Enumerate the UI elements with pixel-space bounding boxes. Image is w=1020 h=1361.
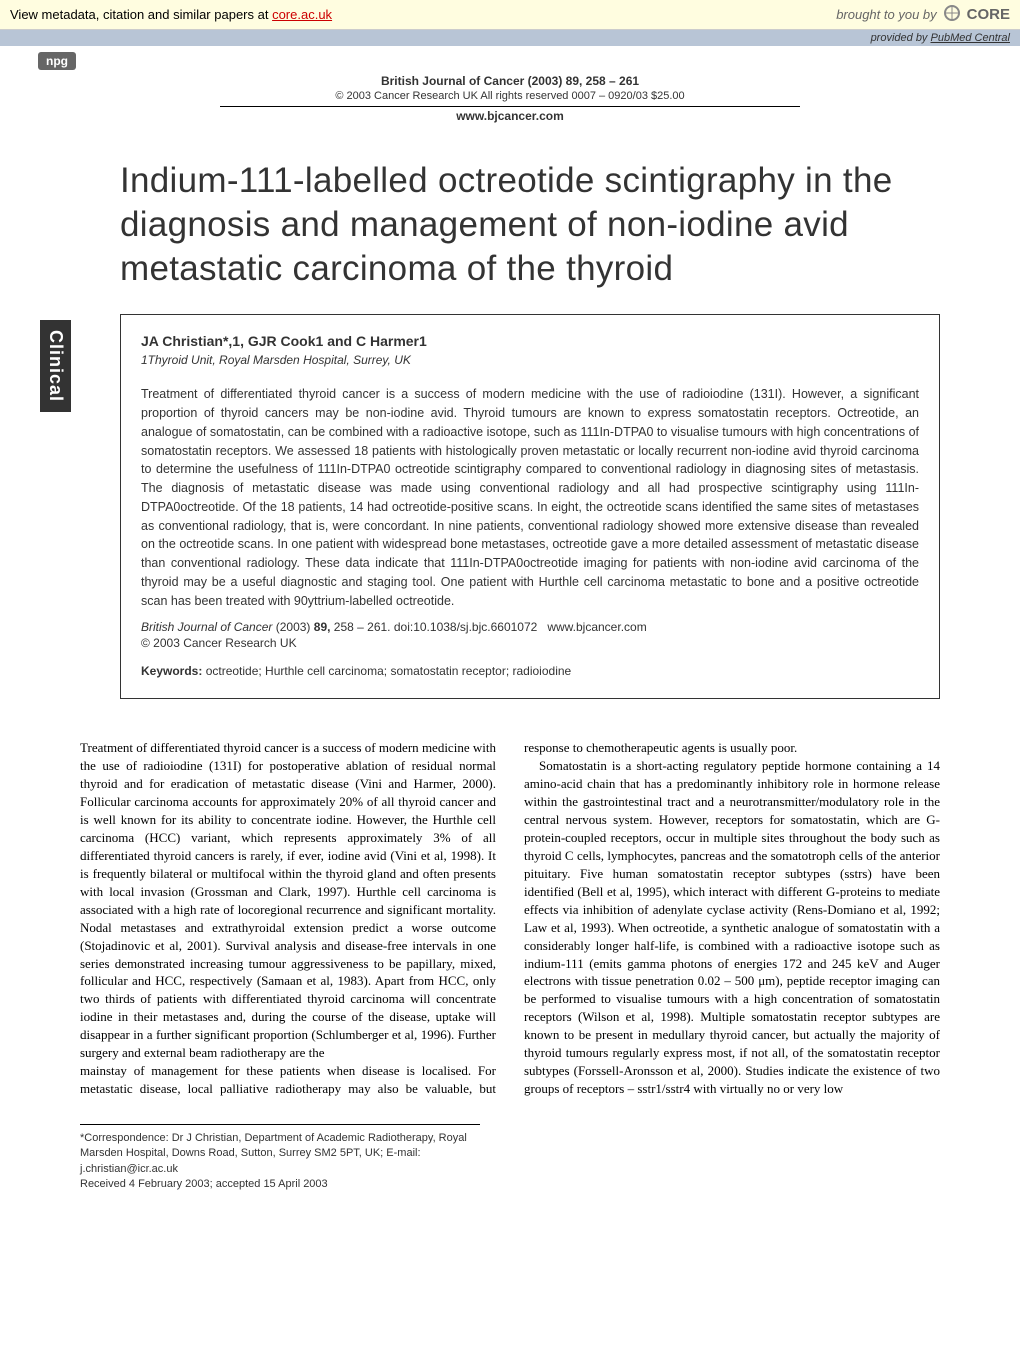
article-body: Treatment of differentiated thyroid canc… xyxy=(80,739,940,1098)
received-dates: Received 4 February 2003; accepted 15 Ap… xyxy=(80,1177,480,1192)
citation-journal: British Journal of Cancer xyxy=(141,620,272,634)
authors: JA Christian*,1, GJR Cook1 and C Harmer1 xyxy=(141,333,919,349)
section-tab-clinical: Clinical xyxy=(40,320,71,412)
keywords-label: Keywords: xyxy=(141,664,202,678)
provided-by-link[interactable]: PubMed Central xyxy=(931,32,1011,44)
provided-by-label: provided by xyxy=(871,32,931,44)
citation-doi: doi:10.1038/sj.bjc.6601072 xyxy=(394,620,537,634)
correspondence-footer: *Correspondence: Dr J Christian, Departm… xyxy=(80,1124,480,1193)
citation-pages: 258 – 261. xyxy=(334,620,391,634)
repository-top-bar: View metadata, citation and similar pape… xyxy=(0,0,1020,30)
citation-volume: 89, xyxy=(314,620,331,634)
brought-by-text: brought to you by xyxy=(836,7,936,22)
citation-url[interactable]: www.bjcancer.com xyxy=(547,620,646,634)
authors-abstract-box: JA Christian*,1, GJR Cook1 and C Harmer1… xyxy=(120,314,940,699)
abstract-copyright: © 2003 Cancer Research UK xyxy=(141,636,919,650)
affiliation: 1Thyroid Unit, Royal Marsden Hospital, S… xyxy=(141,353,919,367)
journal-rights: © 2003 Cancer Research UK All rights res… xyxy=(80,90,940,102)
correspondence: *Correspondence: Dr J Christian, Departm… xyxy=(80,1131,480,1177)
header-divider xyxy=(220,106,800,107)
brought-by: brought to you by CORE xyxy=(836,4,1010,25)
journal-header: British Journal of Cancer (2003) 89, 258… xyxy=(80,70,940,123)
metadata-link-text: View metadata, citation and similar pape… xyxy=(10,7,332,22)
core-logo-text[interactable]: CORE xyxy=(967,6,1010,23)
provided-by-bar: provided by PubMed Central xyxy=(0,30,1020,46)
article-title: Indium-111-labelled octreotide scintigra… xyxy=(120,159,940,290)
journal-title: British Journal of Cancer (2003) 89, 258… xyxy=(80,74,940,88)
core-logo-icon xyxy=(943,4,961,25)
keywords: Keywords: octreotide; Hurthle cell carci… xyxy=(141,664,919,678)
citation-year: (2003) xyxy=(276,620,311,634)
body-column-1: Treatment of differentiated thyroid canc… xyxy=(80,739,496,1062)
npg-badge: npg xyxy=(38,52,76,70)
metadata-text: View metadata, citation and similar pape… xyxy=(10,7,272,22)
journal-url[interactable]: www.bjcancer.com xyxy=(80,109,940,123)
abstract: Treatment of differentiated thyroid canc… xyxy=(141,385,919,610)
keywords-list: octreotide; Hurthle cell carcinoma; soma… xyxy=(202,664,571,678)
citation: British Journal of Cancer (2003) 89, 258… xyxy=(141,620,919,634)
core-link[interactable]: core.ac.uk xyxy=(272,7,332,22)
